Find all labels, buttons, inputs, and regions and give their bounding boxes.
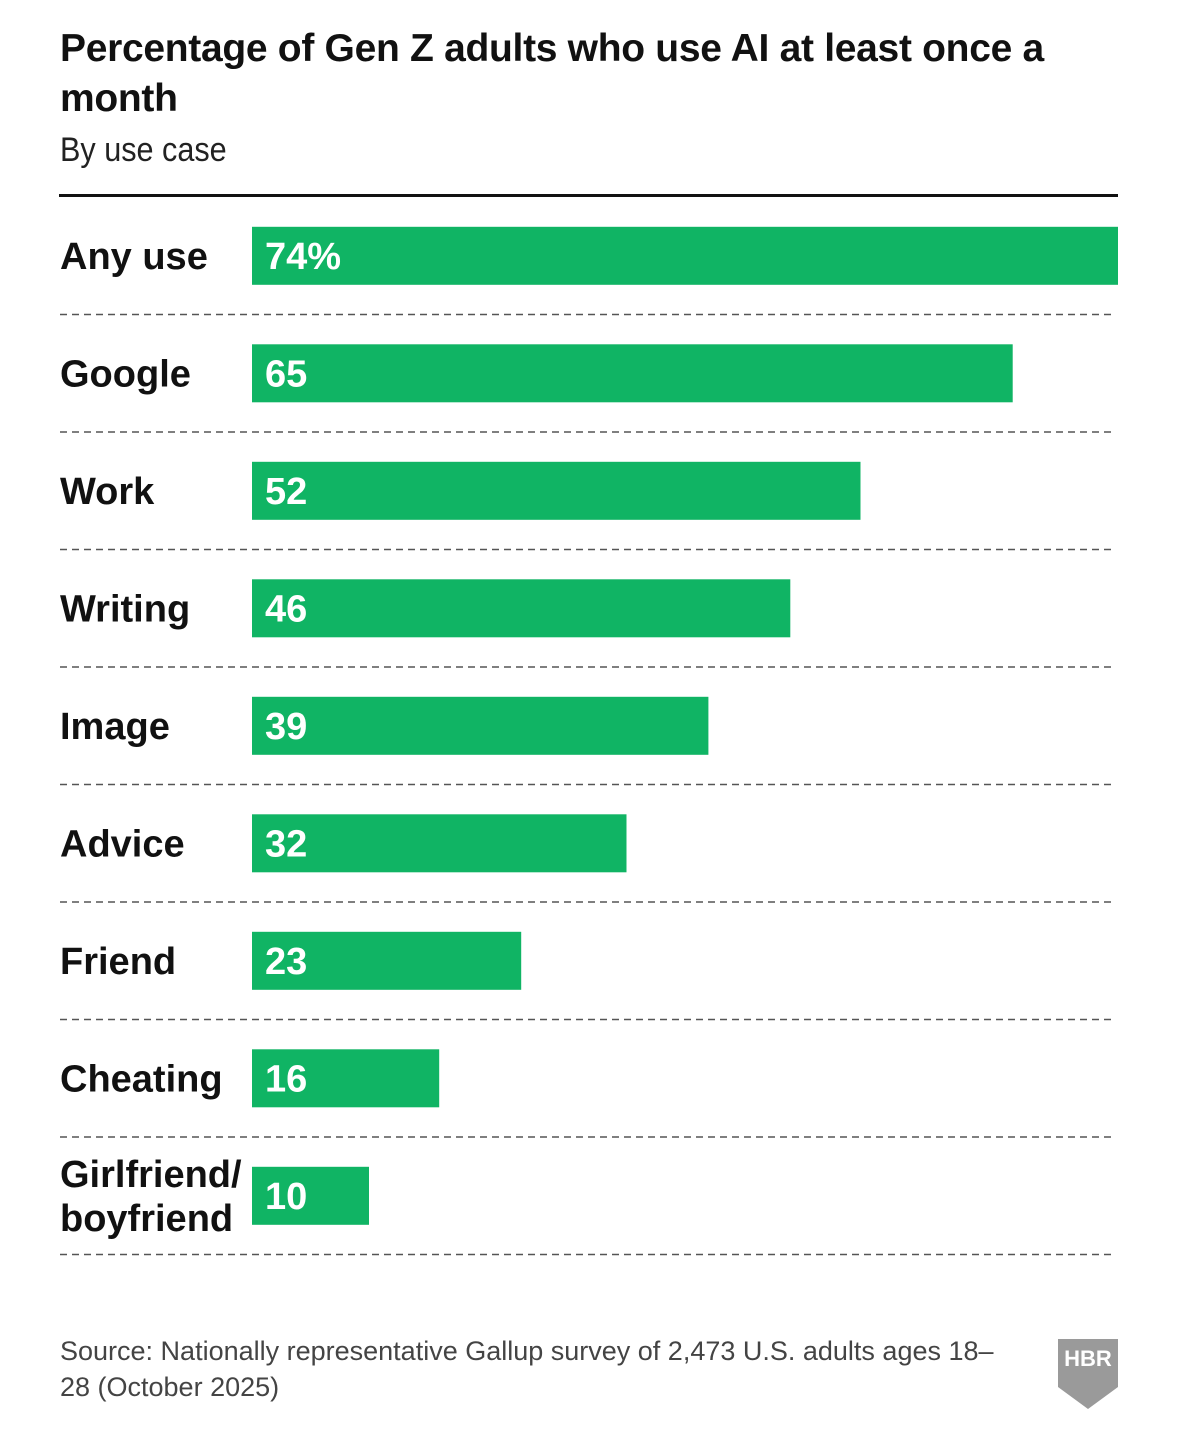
value-label-8: 10: [265, 1176, 307, 1218]
bar-8: [252, 1166, 369, 1225]
bar-3: [252, 579, 791, 638]
category-label-8-line-0: Girlfriend/: [60, 1154, 242, 1196]
bar-0: [252, 226, 1118, 285]
bar-6: [252, 931, 522, 990]
category-label-7: Cheating: [60, 1058, 223, 1100]
value-label-2: 52: [265, 471, 307, 513]
category-label-1: Google: [60, 353, 191, 395]
bar-5: [252, 814, 627, 873]
hbr-logo-text: HBR: [1064, 1346, 1112, 1371]
value-label-7: 16: [265, 1058, 307, 1100]
category-label-6: Friend: [60, 941, 176, 983]
value-label-0: 74%: [265, 236, 341, 278]
value-label-4: 39: [265, 706, 307, 748]
chart-subtitle: By use case: [60, 131, 227, 169]
category-label-3: Writing: [60, 588, 190, 630]
source-note: Source: Nationally representative Gallup…: [60, 1336, 994, 1402]
bar-7: [252, 1049, 440, 1108]
value-label-6: 23: [265, 941, 307, 983]
category-label-5: Advice: [60, 823, 185, 865]
hbr-shield-icon: [1058, 1339, 1118, 1409]
chart-title: Percentage of Gen Z adults who use AI at…: [60, 27, 1044, 120]
bar-4: [252, 696, 709, 755]
category-label-4: Image: [60, 706, 170, 748]
value-label-3: 46: [265, 588, 307, 630]
value-label-5: 32: [265, 823, 307, 865]
category-label-8-line-1: boyfriend: [60, 1198, 233, 1240]
top-rule: [59, 194, 1118, 197]
bar-2: [252, 461, 861, 520]
category-label-2: Work: [60, 471, 155, 513]
category-label-0: Any use: [60, 236, 208, 278]
value-label-1: 65: [265, 353, 307, 395]
bar-1: [252, 344, 1013, 403]
hbr-logo: HBR: [1058, 1339, 1118, 1409]
